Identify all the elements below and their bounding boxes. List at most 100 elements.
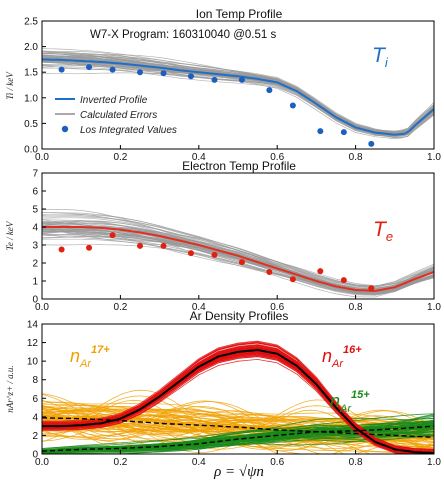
x-tick-label: 0.6 — [270, 457, 284, 468]
error-line — [42, 230, 434, 293]
legend-inverted: Inverted Profile — [80, 95, 148, 106]
x-axis-label: ρ = √ψn — [213, 464, 264, 480]
x-tick-label: 0.0 — [35, 152, 49, 163]
ar17-label: nAr17+ — [70, 344, 110, 370]
electron-temp-panel: Electron Temp Profile 0.0 0.2 0.4 0.6 0.8 1.0… — [5, 159, 441, 313]
ar17-sample — [42, 419, 434, 454]
y-tick-label: 14 — [27, 320, 39, 331]
y-tick-label: 10 — [27, 357, 39, 368]
error-line — [42, 208, 434, 287]
profile-line — [42, 226, 434, 292]
profile-line — [42, 58, 434, 136]
data-point — [160, 70, 167, 77]
ar16-sample — [42, 342, 434, 451]
data-point — [109, 232, 116, 239]
ar16-sample — [42, 340, 434, 450]
electron-temp-title: Electron Temp Profile — [182, 159, 296, 173]
ion-temp-frame — [41, 20, 435, 150]
error-line — [42, 66, 434, 139]
legend-los: Los Integrated Values — [80, 125, 177, 136]
data-point — [137, 69, 143, 76]
data-point — [187, 73, 194, 80]
x-tick-label: 0.2 — [113, 152, 127, 163]
data-point — [86, 64, 93, 71]
data-point — [317, 268, 324, 275]
ar17-sample — [42, 425, 434, 449]
ar-density-ylabel: nAr^z+ / a.u. — [5, 365, 15, 412]
data-point — [58, 246, 65, 253]
y-tick-label: 0.0 — [24, 145, 38, 156]
x-tick-label: 0.4 — [192, 152, 206, 163]
error-line — [42, 234, 434, 295]
data-point — [340, 129, 347, 136]
data-point — [211, 251, 218, 258]
data-point — [238, 259, 245, 266]
te-big-label: Te — [373, 218, 393, 244]
error-line — [42, 72, 434, 139]
ar16-mean-line — [42, 348, 434, 454]
error-line — [42, 238, 434, 296]
plot-area-1 — [42, 48, 434, 147]
x-tick-label: 0.8 — [349, 152, 363, 163]
error-line — [42, 214, 434, 288]
x-tick-label: 1.0 — [427, 152, 441, 163]
ar15-sample — [42, 423, 434, 451]
plot-area-3 — [42, 340, 434, 454]
ar17-mean-line — [42, 417, 434, 438]
data-point — [317, 128, 324, 135]
data-point — [187, 250, 194, 257]
ar-density-frame — [41, 323, 435, 455]
y-tick-label: 1.0 — [24, 93, 38, 104]
ti-big-label: Ti — [372, 44, 389, 70]
y-tick-label: 4 — [32, 223, 38, 234]
y-tick-label: 4 — [32, 412, 38, 423]
ar17-sample — [42, 389, 434, 442]
data-point — [289, 102, 296, 109]
ar-density-title: Ar Density Profiles — [190, 309, 289, 323]
data-point — [137, 242, 143, 249]
y-tick-label: 0.5 — [24, 119, 38, 130]
x-tick-label: 0.6 — [270, 152, 284, 163]
x-tick-label: 0.2 — [113, 302, 127, 313]
y-tick-label: 6 — [32, 394, 38, 405]
data-point — [266, 87, 273, 94]
error-line — [42, 62, 434, 136]
y-tick-label: 2.5 — [24, 17, 38, 28]
error-line — [42, 214, 434, 287]
data-point — [86, 244, 93, 251]
data-point — [368, 140, 375, 147]
x-tick-label: 0.4 — [192, 302, 206, 313]
plot-area-2 — [42, 208, 434, 298]
ion-temp-ylabel: Ti / keV — [5, 71, 15, 100]
ar17-sample — [42, 403, 434, 424]
x-tick-label: 0.0 — [35, 302, 49, 313]
ion-temp-title: Ion Temp Profile — [196, 7, 283, 21]
ion-legend: Inverted Profile Calculated Errors Los I… — [55, 95, 177, 136]
ion-temp-panel: Ion Temp Profile 0.0 0.2 0.4 0.6 0.8 1.0 0.0 0.… — [5, 7, 441, 163]
ar17-sample — [42, 400, 434, 423]
ar16-label: nAr16+ — [322, 344, 362, 370]
y-tick-label: 7 — [32, 169, 38, 180]
y-tick-label: 8 — [32, 375, 38, 386]
error-line — [42, 231, 434, 294]
electron-temp-ylabel: Te / keV — [5, 220, 15, 250]
data-point — [289, 276, 296, 283]
y-tick-label: 3 — [32, 241, 38, 252]
x-tick-label: 1.0 — [427, 302, 441, 313]
y-tick-label: 6 — [32, 187, 38, 198]
ar15-label: nAr15+ — [330, 389, 370, 415]
data-point — [160, 242, 167, 249]
x-tick-label: 1.0 — [427, 457, 441, 468]
ar15-sample — [42, 417, 434, 449]
legend-errors: Calculated Errors — [80, 110, 157, 121]
x-tick-label: 0.0 — [35, 457, 49, 468]
y-tick-label: 12 — [27, 338, 39, 349]
error-line — [42, 226, 434, 295]
x-tick-label: 0.2 — [113, 457, 127, 468]
x-tick-label: 0.4 — [192, 457, 206, 468]
data-point — [266, 269, 273, 275]
x-tick-label: 0.8 — [349, 302, 363, 313]
x-tick-label: 0.8 — [349, 457, 363, 468]
y-tick-label: 0 — [32, 295, 38, 306]
y-tick-label: 2 — [32, 259, 38, 270]
